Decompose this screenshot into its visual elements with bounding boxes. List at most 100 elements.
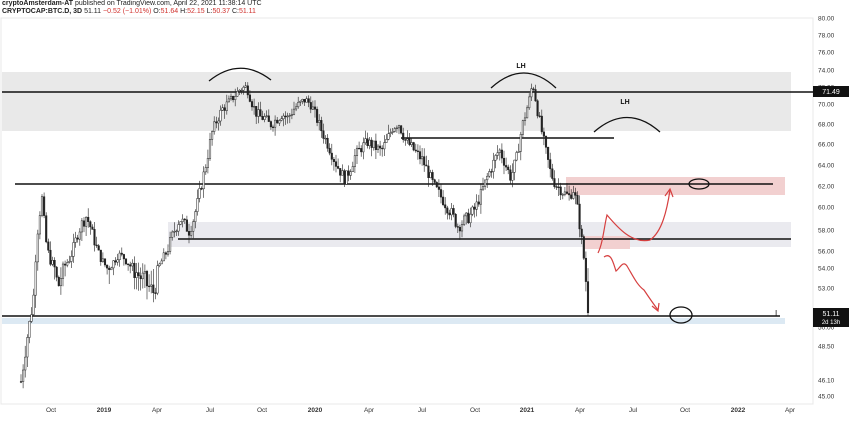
support-zone	[168, 222, 791, 247]
candle-body	[337, 166, 340, 169]
candle-body	[173, 231, 176, 233]
candle-body	[360, 148, 363, 153]
candle-body	[364, 138, 367, 144]
y-tick-label: 54.00	[818, 266, 835, 273]
candle-body	[410, 142, 413, 145]
candle-body	[53, 260, 56, 268]
y-tick-label: 80.00	[818, 16, 835, 23]
candle-body	[181, 218, 184, 222]
candle-body	[393, 128, 396, 132]
cursor-marker: I	[775, 309, 777, 318]
close-value: 51.11	[238, 8, 256, 15]
candle-body	[334, 161, 338, 167]
candle-body	[45, 215, 48, 243]
candle-body	[565, 191, 569, 194]
head-arc-1	[208, 67, 272, 82]
x-tick-label: Oct	[680, 407, 690, 414]
candle-body	[122, 254, 125, 260]
candle-body	[194, 211, 197, 222]
candle-body	[511, 172, 514, 181]
y-tick-label: 68.00	[818, 122, 835, 129]
candle-body	[190, 231, 193, 236]
candle-body	[570, 194, 573, 199]
candle-body	[477, 201, 480, 205]
candle-body	[43, 196, 46, 216]
candle-body	[118, 252, 121, 260]
author-name[interactable]: cryptoAmsterdam-AT	[2, 0, 74, 7]
candle-body	[322, 130, 325, 139]
candle-body	[528, 96, 531, 109]
candle-body	[330, 152, 333, 160]
candle-body	[257, 109, 260, 117]
candle-body	[200, 188, 203, 190]
candle-body	[471, 206, 474, 215]
candle-body	[381, 147, 384, 150]
candle-body	[120, 252, 123, 255]
candle-body	[444, 204, 447, 209]
candle-body	[263, 116, 266, 120]
x-axis[interactable]: Oct 2019 Apr Jul Oct 2020 Apr Jul Oct 2021 Apr Jul O…	[46, 407, 796, 414]
candle-body	[169, 237, 172, 252]
candle-body	[129, 264, 132, 267]
candle-body	[559, 186, 562, 196]
candle-body	[490, 171, 493, 173]
y-tick-label: 48.50	[818, 344, 835, 351]
candle-body	[343, 170, 346, 185]
candle-body	[255, 106, 258, 117]
candle-body	[372, 140, 375, 148]
candle-body	[454, 213, 457, 227]
candle-body	[236, 91, 239, 97]
last-price: 51.11	[84, 8, 102, 15]
candle-body	[66, 262, 69, 266]
candle-body	[267, 115, 270, 122]
x-tick-label: Oct	[46, 407, 56, 414]
candle-body	[55, 266, 58, 278]
candle-body	[429, 172, 432, 178]
candle-body	[106, 264, 109, 269]
x-tick-label: Apr	[575, 407, 586, 414]
candle-body	[238, 90, 241, 92]
candle-body	[400, 125, 403, 134]
candle-body	[414, 149, 417, 152]
candle-body	[324, 137, 327, 140]
candle-body	[450, 208, 453, 216]
candle-body	[540, 115, 543, 133]
candle-body	[309, 102, 312, 110]
candle-body	[318, 120, 321, 123]
candle-body	[475, 201, 478, 210]
symbol-label[interactable]: CRYPTOCAP:BTC.D, 3D	[2, 8, 83, 15]
candle-body	[362, 142, 365, 153]
x-tick-label: Apr	[785, 407, 796, 414]
candle-body	[521, 120, 524, 135]
candle-body	[217, 120, 220, 124]
candle-body	[274, 119, 277, 128]
high-label: H:	[180, 8, 188, 15]
candle-body	[412, 142, 415, 151]
candle-body	[185, 219, 188, 232]
candle-body	[24, 356, 27, 371]
candle-body	[137, 272, 140, 276]
candle-body	[30, 314, 33, 322]
y-tick-label: 46.10	[818, 378, 835, 385]
candle-body	[110, 267, 113, 271]
candle-body	[51, 260, 54, 265]
candle-body	[376, 145, 380, 150]
candle-body	[49, 249, 52, 265]
candle-body	[99, 249, 102, 262]
candle-body	[351, 166, 354, 172]
projected-arc	[593, 117, 661, 133]
candle-body	[406, 138, 409, 141]
candle-body	[494, 155, 497, 161]
candle-body	[148, 285, 151, 288]
low-label: L:	[206, 8, 213, 15]
candle-body	[536, 100, 539, 117]
y-tick-label: 50.00	[818, 325, 835, 332]
candle-body	[446, 207, 449, 214]
y-tick-label: 53.00	[818, 286, 835, 293]
y-axis[interactable]: 80.0078.0076.0074.0072.0070.0068.0066.00…	[818, 16, 835, 401]
candle-body	[481, 186, 485, 190]
candle-body	[580, 228, 583, 237]
candle-body	[366, 138, 369, 146]
candle-body	[456, 226, 459, 228]
